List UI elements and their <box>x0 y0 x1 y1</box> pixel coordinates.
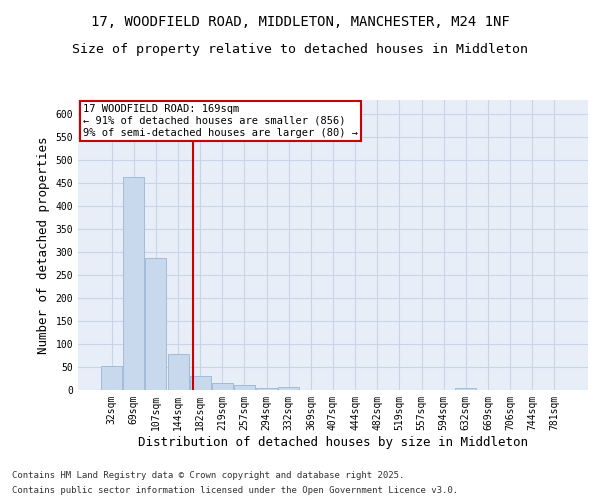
Text: Contains public sector information licensed under the Open Government Licence v3: Contains public sector information licen… <box>12 486 458 495</box>
Bar <box>234 386 255 390</box>
Text: Size of property relative to detached houses in Middleton: Size of property relative to detached ho… <box>72 42 528 56</box>
Text: 17, WOODFIELD ROAD, MIDDLETON, MANCHESTER, M24 1NF: 17, WOODFIELD ROAD, MIDDLETON, MANCHESTE… <box>91 15 509 29</box>
Bar <box>101 366 122 390</box>
Y-axis label: Number of detached properties: Number of detached properties <box>37 136 50 354</box>
Bar <box>256 388 277 390</box>
Bar <box>124 177 145 390</box>
Bar <box>212 383 233 390</box>
Text: 17 WOODFIELD ROAD: 169sqm
← 91% of detached houses are smaller (856)
9% of semi-: 17 WOODFIELD ROAD: 169sqm ← 91% of detac… <box>83 104 358 138</box>
Bar <box>190 376 211 390</box>
Bar <box>278 387 299 390</box>
Bar <box>145 258 166 390</box>
Bar <box>455 388 476 390</box>
X-axis label: Distribution of detached houses by size in Middleton: Distribution of detached houses by size … <box>138 436 528 448</box>
Bar <box>167 354 188 390</box>
Text: Contains HM Land Registry data © Crown copyright and database right 2025.: Contains HM Land Registry data © Crown c… <box>12 471 404 480</box>
